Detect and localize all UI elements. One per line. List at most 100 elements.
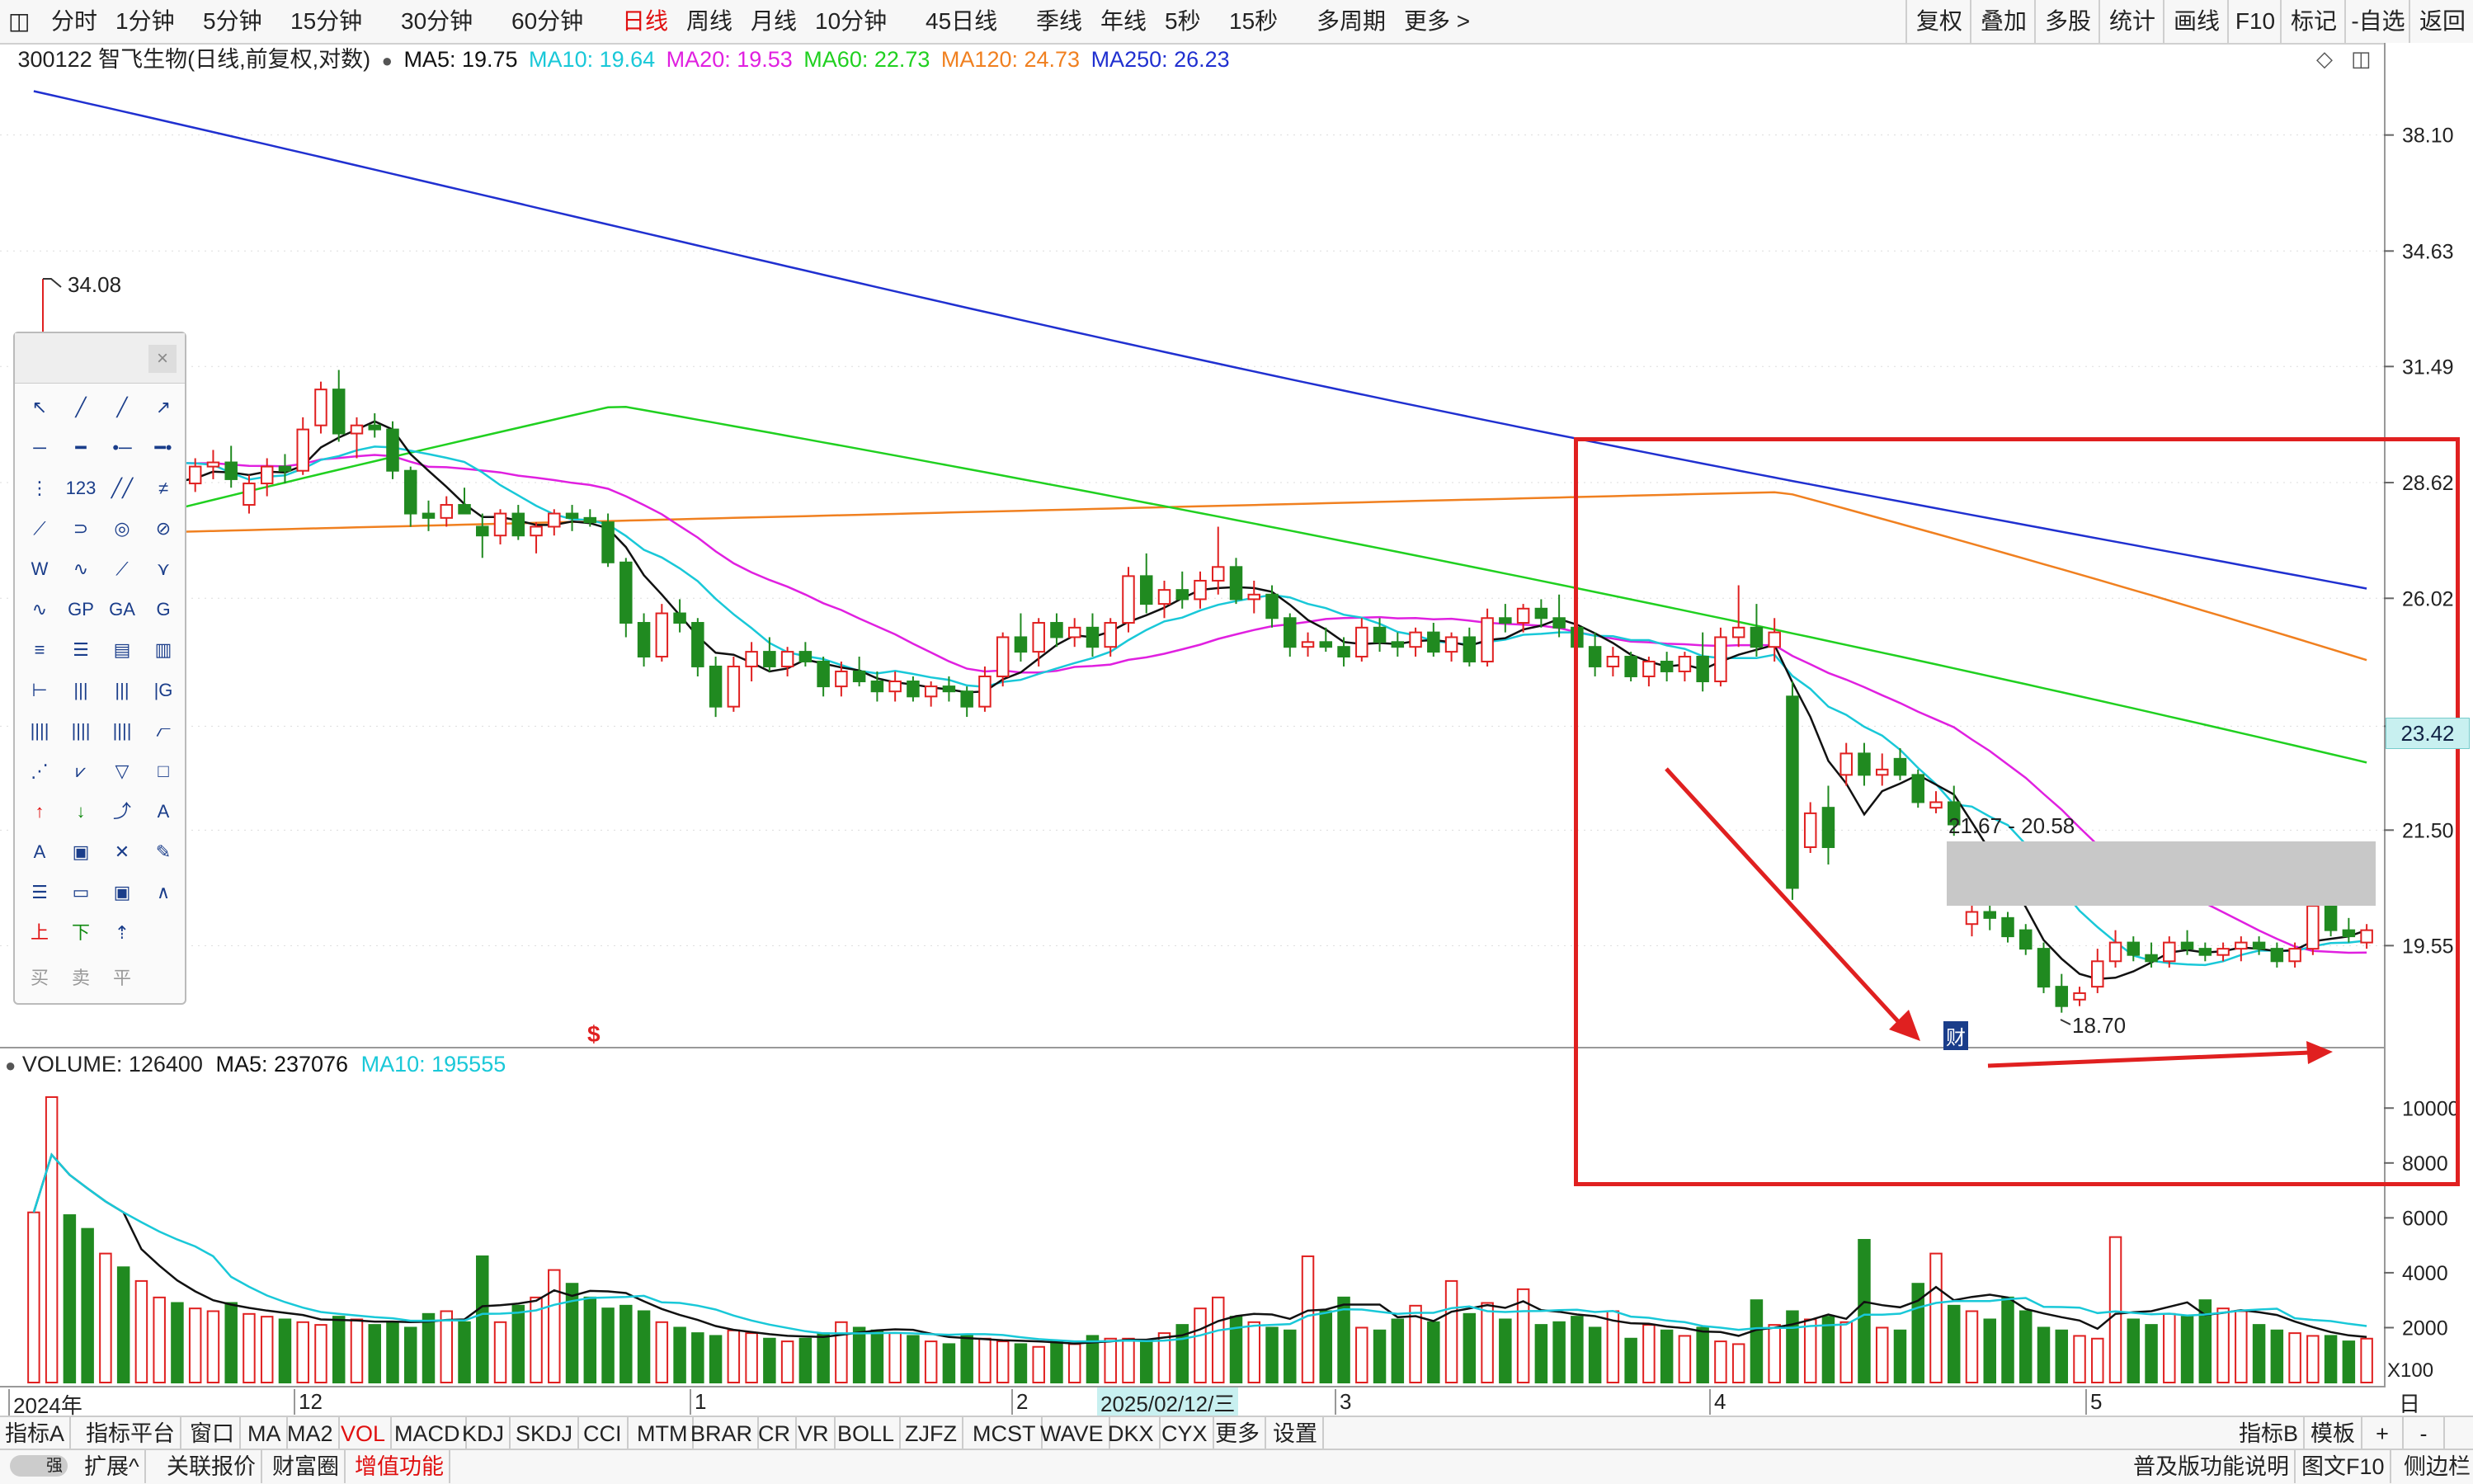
diamond-icon[interactable]: ◇ (2316, 46, 2333, 71)
period-tab-1[interactable]: 1分钟 (115, 8, 175, 34)
draw-tool-48[interactable]: ☰ (31, 882, 48, 902)
close-icon[interactable]: × (148, 345, 177, 373)
indicator-tab-11[interactable]: BRAR (685, 1417, 760, 1450)
extension-right-0[interactable]: 普及版功能说明 (2128, 1450, 2296, 1483)
period-tab-5[interactable]: 60分钟 (511, 8, 584, 34)
indicator-tab-1[interactable]: 指标平台 (81, 1417, 181, 1450)
indicator-tab-19[interactable]: CYX (1156, 1417, 1214, 1450)
indicator-tab-8[interactable]: SKDJ (511, 1417, 580, 1450)
draw-tool-46[interactable]: ✕ (114, 841, 130, 862)
draw-tool-7[interactable]: ━• (154, 437, 172, 458)
period-tab-11[interactable]: 季线 (1036, 8, 1083, 34)
draw-tool-5[interactable]: ━ (75, 437, 87, 458)
indicator-right-3[interactable]: - (2404, 1417, 2445, 1450)
indicator-tab-17[interactable]: WAVE (1035, 1417, 1110, 1450)
draw-tool-8[interactable]: ⋮ (31, 478, 49, 498)
dollar-marker[interactable]: $ (587, 1021, 601, 1047)
extension-tab-2[interactable]: 财富圈 (267, 1450, 346, 1483)
draw-tool-44[interactable]: A (33, 841, 46, 862)
indicator-tab-9[interactable]: CCI (578, 1417, 629, 1450)
indicator-tab-7[interactable]: KDJ (457, 1417, 511, 1450)
trade-tool-2[interactable]: 平 (112, 968, 131, 988)
period-tab-6[interactable]: 日线 (622, 8, 669, 34)
trade-tool-0[interactable]: 买 (30, 968, 49, 988)
period-tab-4[interactable]: 30分钟 (401, 8, 473, 34)
draw-tool-50[interactable]: ▣ (113, 882, 131, 902)
period-tab-15[interactable]: 多周期 (1317, 8, 1387, 34)
indicator-tab-12[interactable]: CR (753, 1417, 797, 1450)
draw-tool-4[interactable]: ─ (33, 437, 46, 458)
draw-tool-47[interactable]: ✎ (155, 841, 172, 862)
draw-tool-21[interactable]: GP (68, 599, 94, 620)
indicator-right-2[interactable]: + (2362, 1417, 2404, 1450)
draw-tool-30[interactable]: ||| (115, 680, 130, 700)
indicator-tab-2[interactable]: 窗口 (185, 1417, 241, 1450)
indicator-tab-20[interactable]: 更多 (1210, 1417, 1266, 1450)
period-tab-2[interactable]: 5分钟 (203, 8, 262, 34)
draw-tool-31[interactable]: |G (153, 680, 173, 700)
draw-tool-33[interactable]: |||| (71, 720, 91, 741)
draw-tool-24[interactable]: ≡ (34, 639, 45, 660)
draw-tool-15[interactable]: ⊘ (155, 518, 172, 539)
toolbar-button-6[interactable]: 标记 (2280, 0, 2346, 43)
draw-tool-38[interactable]: ▽ (115, 761, 130, 781)
trade-tool-1[interactable]: 卖 (71, 968, 90, 988)
draw-tool-51[interactable]: ∧ (156, 882, 171, 902)
dropdown-icon[interactable]: ● (381, 50, 393, 71)
draw-tool-18[interactable]: ⟋ (115, 558, 129, 579)
finance-badge[interactable]: 财 (1943, 1021, 1968, 1050)
toolbar-button-7[interactable]: -自选 (2344, 0, 2410, 43)
strength-toggle[interactable]: 强 (10, 1455, 68, 1477)
draw-tool-42[interactable]: ⤴ (112, 801, 131, 822)
indicator-right-1[interactable]: 模板 (2305, 1417, 2362, 1450)
draw-tool-13[interactable]: ⊃ (73, 518, 89, 539)
draw-tool-32[interactable]: |||| (30, 720, 49, 741)
draw-tool-28[interactable]: ⊢ (31, 680, 48, 700)
period-tab-16[interactable]: 更多 > (1404, 8, 1471, 34)
indicator-tab-16[interactable]: MCST (968, 1417, 1043, 1450)
indicator-tab-21[interactable]: 设置 (1268, 1417, 1324, 1450)
draw-tool-35[interactable]: ⦧ (155, 720, 172, 741)
indicator-tab-10[interactable]: MTM (632, 1417, 695, 1450)
extension-right-2[interactable]: 侧边栏《 (2399, 1450, 2473, 1483)
draw-tool-10[interactable]: ╱╱ (111, 478, 134, 498)
toolbar-button-3[interactable]: 统计 (2099, 0, 2164, 43)
dropdown-icon[interactable]: ● (5, 1055, 16, 1076)
indicator-right-0[interactable]: 指标B (2234, 1417, 2305, 1450)
indicator-tab-14[interactable]: BOLL (832, 1417, 902, 1450)
draw-tool-16[interactable]: W (31, 558, 49, 579)
period-tab-3[interactable]: 15分钟 (290, 8, 363, 34)
layout-icon[interactable]: ◫ (8, 8, 31, 34)
indicator-tab-18[interactable]: DKX (1103, 1417, 1161, 1450)
draw-tool-34[interactable]: |||| (112, 720, 132, 741)
draw-tool-45[interactable]: ▣ (72, 841, 90, 862)
period-tab-14[interactable]: 15秒 (1229, 8, 1279, 34)
indicator-tab-4[interactable]: MA2 (282, 1417, 340, 1450)
draw-tool-37[interactable]: ⩗ (75, 761, 87, 781)
extension-tab-1[interactable]: 关联报价 (162, 1450, 262, 1483)
draw-tool-29[interactable]: ||| (73, 680, 88, 700)
indicator-tab-0[interactable]: 指标A (0, 1417, 72, 1450)
period-tab-13[interactable]: 5秒 (1165, 8, 1201, 34)
draw-tool-0[interactable]: ↖ (31, 397, 48, 417)
indicator-tab-5[interactable]: VOL (336, 1417, 393, 1450)
draw-tool-20[interactable]: ∿ (31, 599, 48, 620)
indicator-tab-15[interactable]: ZJFZ (900, 1417, 963, 1450)
indicator-tab-6[interactable]: MACD (389, 1417, 467, 1450)
extension-right-1[interactable]: 图文F10 (2296, 1450, 2391, 1483)
draw-tool-12[interactable]: ⟋ (33, 518, 46, 539)
period-tab-7[interactable]: 周线 (686, 8, 733, 34)
draw-tool-17[interactable]: ∿ (73, 558, 89, 579)
draw-tool-39[interactable]: □ (158, 761, 169, 781)
draw-tool-11[interactable]: ≠ (158, 478, 169, 498)
period-tab-12[interactable]: 年线 (1100, 8, 1147, 34)
toolbar-button-1[interactable]: 叠加 (1970, 0, 2036, 43)
draw-tool-14[interactable]: ◎ (114, 518, 130, 539)
period-tab-9[interactable]: 10分钟 (815, 8, 888, 34)
draw-tool-22[interactable]: GA (109, 599, 135, 620)
draw-tool-36[interactable]: ⋰ (31, 761, 49, 781)
toolbar-button-8[interactable]: 返回 (2409, 0, 2473, 43)
draw-tool-52[interactable]: 上 (30, 922, 49, 943)
indicator-tab-3[interactable]: MA (243, 1417, 288, 1450)
draw-tool-6[interactable]: •─ (112, 437, 132, 458)
